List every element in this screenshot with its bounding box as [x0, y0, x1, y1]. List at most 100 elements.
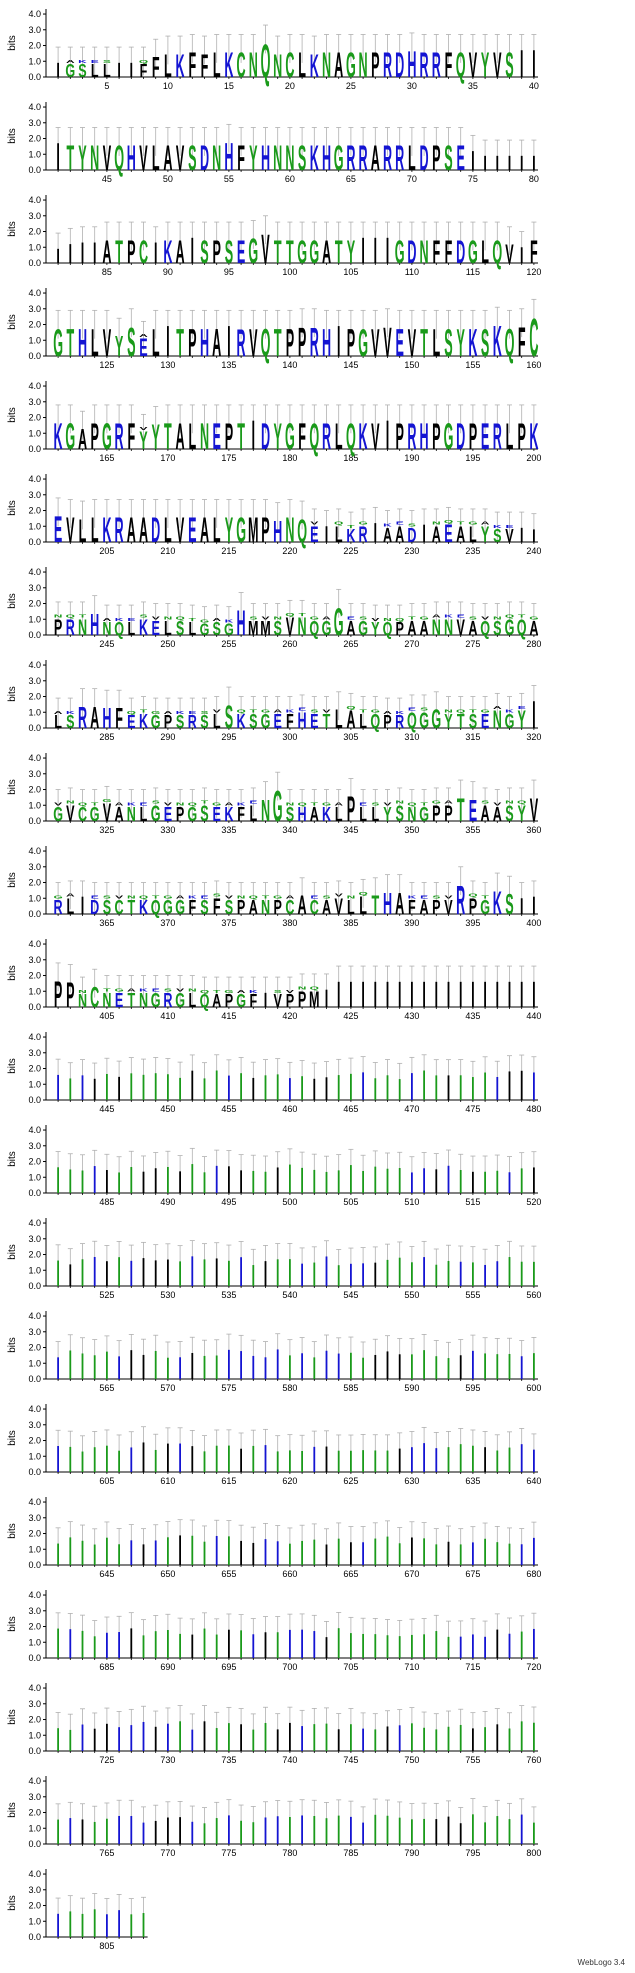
residue-letter: A	[176, 894, 185, 899]
residue-letter: K	[176, 710, 185, 715]
residue-letter: S	[274, 989, 282, 994]
residue-bar	[508, 1447, 511, 1472]
residue-letter: G	[468, 521, 477, 526]
x-tick-label: 205	[99, 546, 114, 556]
x-tick-label: 85	[102, 267, 112, 277]
x-tick-label: 245	[99, 639, 114, 649]
residue-letter: N	[212, 138, 221, 178]
residue-letter: E	[140, 801, 148, 806]
y-tick-label: 4.0	[28, 1218, 41, 1228]
residue-bar	[301, 1263, 303, 1286]
residue-bar	[276, 1259, 279, 1286]
residue-letter: Y	[517, 707, 525, 735]
residue-bar	[154, 1726, 157, 1751]
residue-bar	[533, 529, 535, 542]
x-tick-label: 385	[343, 918, 358, 928]
residue-letter: R	[383, 45, 392, 85]
residue-letter: V	[335, 893, 343, 898]
y-tick-label: 0.0	[28, 909, 41, 919]
residue-bar	[508, 981, 511, 1007]
residue-letter: L	[408, 138, 416, 178]
residue-bar	[533, 1072, 535, 1100]
y-tick-label: 2.0	[28, 1064, 41, 1074]
residue-letter: N	[432, 521, 441, 526]
residue-letter: S	[469, 710, 477, 733]
residue-bar	[81, 242, 84, 263]
residue-letter: H	[90, 608, 99, 642]
residue-bar	[93, 1821, 96, 1844]
residue-letter: V	[66, 510, 75, 550]
residue-bar	[106, 1170, 108, 1193]
residue-letter: T	[298, 612, 306, 617]
logo-panel-5: 0.0 1.0 2.0 3.0 4.0 bits 165 170 175 180 185 190 195…	[7, 381, 541, 463]
residue-letter: H	[298, 803, 307, 826]
residue-bar	[228, 1349, 230, 1379]
residue-bar	[386, 1635, 389, 1658]
residue-letter: T	[311, 801, 319, 806]
residue-letter: T	[79, 614, 87, 619]
residue-bar	[435, 981, 438, 1007]
x-tick-label: 610	[160, 1476, 175, 1486]
residue-letter: K	[139, 896, 149, 919]
residue-letter: F	[432, 234, 440, 271]
x-tick-label: 230	[404, 546, 419, 556]
residue-bar	[337, 1538, 340, 1565]
residue-letter: L	[91, 62, 99, 82]
residue-bar	[289, 1078, 291, 1100]
residue-bar	[533, 155, 535, 170]
x-tick-label: 110	[405, 267, 419, 277]
residue-letter: V	[249, 322, 258, 365]
residue-letter: A	[212, 322, 221, 365]
residue-letter: S	[469, 615, 477, 620]
residue-letter: T	[237, 416, 245, 457]
residue-bar	[301, 1167, 303, 1193]
residue-letter: V	[383, 321, 392, 366]
residue-bar	[533, 701, 535, 728]
residue-letter: L	[506, 416, 514, 457]
residue-bar	[496, 1450, 499, 1472]
residue-letter: Q	[114, 138, 124, 178]
residue-letter: L	[359, 803, 367, 826]
residue-letter: K	[54, 416, 63, 457]
x-tick-label: 400	[526, 918, 541, 928]
residue-letter: P	[90, 416, 98, 457]
x-tick-label: 265	[343, 639, 358, 649]
residue-letter: P	[396, 416, 404, 457]
residue-bar	[313, 1262, 316, 1286]
residue-letter: P	[225, 992, 233, 1012]
residue-bar	[191, 1535, 194, 1565]
residue-bar	[93, 1728, 96, 1751]
residue-letter: E	[506, 524, 514, 529]
residue-letter: K	[225, 619, 234, 624]
residue-bar	[520, 155, 523, 170]
residue-bar	[325, 1446, 328, 1472]
residue-letter: Q	[78, 801, 87, 806]
x-tick-label: 355	[465, 825, 480, 835]
residue-letter: E	[396, 521, 404, 526]
residue-letter: L	[188, 989, 196, 1012]
x-tick-label: 60	[285, 174, 295, 184]
y-tick-label: 4.0	[28, 1776, 41, 1786]
residue-bar	[398, 1636, 401, 1658]
residue-letter: G	[102, 798, 111, 803]
residue-bar	[362, 1633, 364, 1658]
x-tick-label: 700	[282, 1662, 297, 1672]
residue-letter: A	[115, 801, 124, 806]
x-tick-label: 405	[99, 1011, 114, 1021]
residue-letter: G	[419, 707, 429, 733]
residue-bar	[447, 1165, 450, 1193]
residue-letter: Q	[395, 617, 404, 622]
y-tick-label: 2.0	[28, 413, 41, 423]
x-tick-label: 105	[343, 267, 358, 277]
x-tick-label: 745	[343, 1755, 358, 1765]
residue-letter: L	[249, 800, 257, 826]
residue-letter: P	[432, 896, 440, 919]
x-tick-label: 760	[526, 1755, 541, 1765]
x-tick-label: 225	[343, 546, 358, 556]
residue-letter: T	[262, 894, 270, 899]
residue-letter: V	[262, 615, 270, 620]
residue-letter: V	[54, 801, 62, 806]
residue-bar	[459, 1636, 462, 1658]
residue-bar	[313, 1357, 316, 1379]
